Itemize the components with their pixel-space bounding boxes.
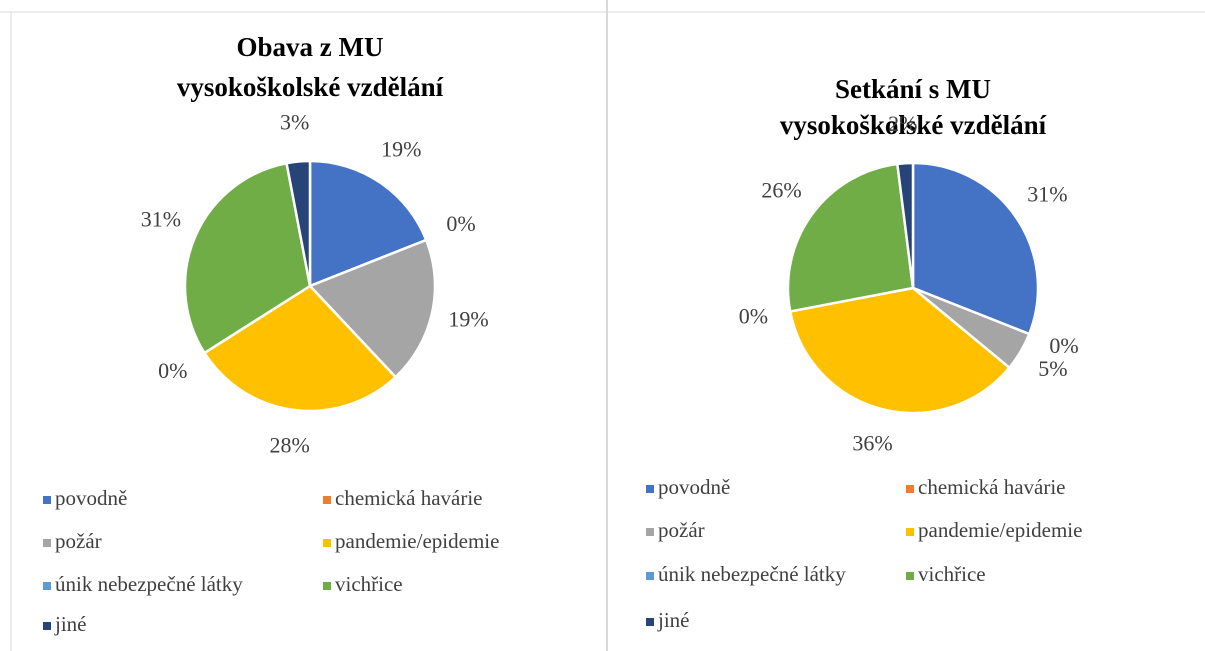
data-label: 19% [448,306,488,331]
legend-label: jiné [54,612,87,636]
data-label: 0% [158,358,187,383]
legend-label: únik nebezpečné látky [55,572,243,596]
legend-label: chemická havárie [918,475,1066,499]
legend-swatch [646,485,654,493]
data-label: 0% [1049,333,1078,358]
data-label: 31% [141,207,181,232]
legend-swatch [646,528,654,536]
pie-slice [307,238,437,379]
pie-slice [285,159,312,287]
legend-swatch [323,496,331,504]
data-label: 0% [446,211,475,236]
data-label: 5% [1038,356,1067,381]
pie-slice [895,161,915,289]
legend-label: povodně [658,475,730,499]
pie-slice [786,162,915,313]
legend-label: únik nebezpečné látky [658,562,846,586]
chart-title: Obava z MU [237,32,384,62]
data-label: 36% [852,430,892,455]
pie-slice [202,284,398,413]
legend-label: povodně [55,486,127,510]
chart-title: vysokoškolské vzdělání [780,110,1047,140]
pie-slice [183,161,312,355]
data-label: 2% [888,111,917,136]
legend-label: chemická havárie [335,486,483,510]
pie-slice [308,159,428,288]
legend-swatch [323,539,331,547]
legend-swatch [43,582,51,590]
data-label: 26% [761,178,801,203]
pie-slice [911,161,1040,336]
chart-title: vysokoškolské vzdělání [177,72,444,102]
data-label: 31% [1027,182,1067,207]
legend-swatch [43,539,51,547]
legend-label: pandemie/epidemie [335,529,499,553]
legend-label: požár [55,529,102,553]
data-label: 28% [269,432,309,457]
legend-swatch [323,582,331,590]
data-label: 3% [280,109,309,134]
legend-swatch [906,485,914,493]
chart-title: Setkání s MU [835,74,991,104]
legend-swatch [43,622,51,630]
legend-label: vichřice [335,572,403,596]
data-label: 0% [739,303,768,328]
legend-swatch [646,572,654,580]
legend-label: jiné [657,608,690,632]
legend-swatch [646,618,654,626]
data-label: 19% [381,137,421,162]
legend-swatch [43,496,51,504]
legend-label: požár [658,518,705,542]
legend-swatch [906,528,914,536]
pie-slice [788,286,1012,415]
legend-swatch [906,572,914,580]
legend-label: pandemie/epidemie [918,518,1082,542]
legend-label: vichřice [918,562,986,586]
